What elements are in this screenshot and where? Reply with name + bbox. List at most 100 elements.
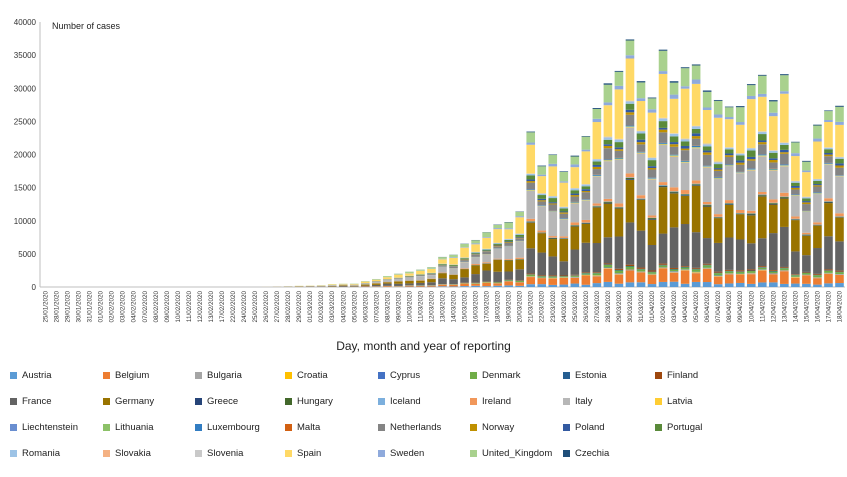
legend-label: Czechia xyxy=(575,448,610,459)
bar-segment-netherlands xyxy=(493,246,502,249)
bar-segment-germany xyxy=(548,239,558,257)
bar-segment-norway xyxy=(581,191,591,193)
bar-segment-belgium xyxy=(824,274,833,284)
bar-segment-latvia xyxy=(658,144,668,146)
bar-segment-spain xyxy=(338,283,348,285)
legend-swatch xyxy=(103,398,110,405)
bar-segment-united-kingdom xyxy=(614,71,624,86)
bar-segment-netherlands xyxy=(813,186,822,193)
x-tick-label: 23/03/2020 xyxy=(550,291,557,323)
bar-segment-italy xyxy=(438,266,447,273)
x-tick-label: 24/02/2020 xyxy=(241,291,248,323)
x-tick-label: 03/02/2020 xyxy=(120,291,127,323)
bar-segment-united-kingdom xyxy=(735,107,745,123)
bar-segment-hungary xyxy=(802,234,811,236)
bar-segment-romania xyxy=(757,132,767,135)
bar-segment-belgium xyxy=(813,278,822,285)
bar-segment-austria xyxy=(835,283,844,287)
bar-segment-spain xyxy=(449,257,458,265)
bar-segment-france xyxy=(680,224,690,267)
bar-segment-romania xyxy=(769,150,778,153)
bar-segment-finland xyxy=(802,271,811,273)
bar-segment-poland xyxy=(669,142,679,145)
x-tick-label: 17/03/2020 xyxy=(484,291,491,323)
bar-segment-netherlands xyxy=(724,156,734,165)
x-tick-label: 29/01/2020 xyxy=(65,291,72,323)
bar-segment-finland xyxy=(636,267,646,269)
bar-segment-hungary xyxy=(769,203,778,204)
bar-segment-netherlands xyxy=(702,154,712,166)
bar-segment-luxembourg xyxy=(581,199,591,200)
bar-segment-spain xyxy=(493,229,502,243)
bar-segment-hungary xyxy=(713,217,723,218)
bar-segment-spain xyxy=(471,244,480,252)
bar-segment-portugal xyxy=(813,180,822,185)
bar-segment-netherlands xyxy=(835,167,844,176)
legend-swatch xyxy=(195,424,202,431)
bar-segment-netherlands xyxy=(581,192,591,200)
bar-segment-finland xyxy=(537,275,547,277)
bar-segment-romania xyxy=(746,148,756,151)
bar-segment-finland xyxy=(791,274,800,275)
bar-segment-cyprus xyxy=(669,271,679,272)
bar-segment-spain xyxy=(691,83,701,126)
bar-segment-france xyxy=(713,242,723,272)
bar-segment-netherlands xyxy=(449,266,458,269)
bar-segment-germany xyxy=(581,223,591,243)
legend-swatch xyxy=(103,424,110,431)
bar-segment-germany xyxy=(835,217,844,242)
bar-segment-luxembourg xyxy=(757,154,767,156)
bar-segment-latvia xyxy=(625,127,635,128)
legend-swatch xyxy=(195,450,202,457)
x-tick-label: 16/03/2020 xyxy=(473,291,480,323)
bar-segment-germany xyxy=(449,274,458,280)
bar-segment-czechia xyxy=(559,171,569,172)
bar-segment-belgium xyxy=(769,274,778,283)
x-tick-label: 07/02/2020 xyxy=(142,291,149,323)
bar-segment-greece xyxy=(746,214,756,216)
bar-segment-poland xyxy=(548,202,558,204)
bar-segment-france xyxy=(647,245,657,271)
bar-segment-norway xyxy=(636,142,646,145)
bar-segment-belgium xyxy=(581,275,591,285)
bar-segment-united-kingdom xyxy=(482,232,491,238)
bar-segment-germany xyxy=(372,283,381,285)
bar-segment-united-kingdom xyxy=(658,50,668,72)
y-tick-labels: 0 5000 10000 15000 20000 25000 30000 35000 40000 xyxy=(14,18,37,292)
bar-segment-poland xyxy=(614,147,624,150)
legend-item-sweden: Sweden xyxy=(378,448,424,459)
legend-label: Bulgaria xyxy=(207,370,242,381)
x-tick-label: 27/03/2020 xyxy=(594,291,601,323)
bar-segment-greece xyxy=(724,204,734,205)
bar-segment-sweden xyxy=(515,216,524,218)
bar-segment-spain xyxy=(702,110,712,144)
bar-segment-portugal xyxy=(416,274,425,276)
legend-item-croatia: Croatia xyxy=(285,370,328,381)
bar-segment-sweden xyxy=(603,102,613,106)
legend-item-germany: Germany xyxy=(103,396,154,407)
bar-segment-germany xyxy=(813,225,822,249)
bar-segment-germany xyxy=(603,203,613,238)
bar-segment-france xyxy=(813,248,822,274)
legend-label: Finland xyxy=(667,370,699,381)
bar-segment-italy xyxy=(427,275,436,279)
bar-segment-sweden xyxy=(658,71,668,74)
bar-segment-france xyxy=(372,284,381,287)
x-tick-label: 02/02/2020 xyxy=(109,291,116,323)
bar-segment-united-kingdom xyxy=(757,75,767,94)
bar-segment-denmark xyxy=(769,271,778,274)
bar-segment-belgium xyxy=(570,277,580,284)
bar-segment-greece xyxy=(780,197,789,199)
legend-label: Poland xyxy=(575,422,605,433)
bar-segment-poland xyxy=(636,139,646,143)
bar-segment-romania xyxy=(813,179,822,181)
bar-segment-portugal xyxy=(791,182,800,186)
x-tick-label: 01/03/2020 xyxy=(307,291,314,323)
bar-segment-latvia xyxy=(669,155,679,157)
bar-segment-germany xyxy=(570,226,580,250)
bar-segment-germany xyxy=(757,196,767,239)
legend-label: Belgium xyxy=(115,370,150,381)
bar-segment-belgium xyxy=(625,270,635,283)
bar-segment-romania xyxy=(614,139,624,143)
bar-segment-germany xyxy=(405,280,414,284)
